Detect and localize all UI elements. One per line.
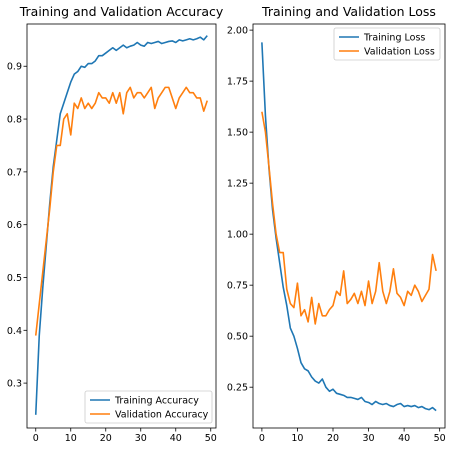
loss-x-tick-label: 50 [434, 433, 446, 444]
accuracy-y-tick-label: 0.6 [7, 220, 22, 231]
accuracy-x-tick-label: 50 [205, 433, 217, 444]
accuracy-x-tick-label: 0 [33, 433, 39, 444]
loss-axis-ticks: 0 10 20 30 40 50 0.25 0.50 0.75 1.00 1.25 1.50 1.75 2… [227, 26, 446, 444]
legend-label-training-loss: Training Loss [363, 33, 425, 44]
legend-label-validation-accuracy: Validation Accuracy [115, 410, 209, 421]
loss-x-tick-label: 20 [327, 433, 339, 444]
loss-y-tick-label: 1.75 [227, 77, 248, 88]
accuracy-chart-title: Training and Validation Accuracy [19, 4, 224, 19]
series-line-training-accuracy [34, 35, 208, 415]
loss-y-tick-label: 0.25 [227, 383, 248, 394]
accuracy-y-tick-label: 0.7 [7, 167, 22, 178]
loss-plot-frame [252, 23, 446, 429]
legend-label-training-accuracy: Training Accuracy [114, 396, 199, 407]
accuracy-x-tick-label: 10 [65, 433, 77, 444]
loss-legend-box [333, 27, 441, 61]
accuracy-legend-box [84, 390, 213, 424]
accuracy-legend: Training Accuracy Validation Accuracy [84, 390, 213, 424]
loss-chart-title: Training and Validation Loss [261, 4, 436, 19]
accuracy-y-tick-label: 0.4 [7, 326, 22, 337]
accuracy-y-tick-label: 0.8 [7, 115, 22, 126]
accuracy-plot-lines [34, 35, 209, 415]
series-line-training-loss [261, 42, 437, 412]
loss-y-tick-label: 1.00 [227, 230, 248, 241]
loss-y-tick-label: 2.00 [227, 26, 248, 37]
accuracy-y-tick-label: 0.9 [7, 62, 22, 73]
series-line-validation-accuracy [34, 86, 209, 336]
loss-y-tick-label: 0.50 [227, 332, 248, 343]
accuracy-x-tick-label: 30 [135, 433, 147, 444]
loss-chart: Training and Validation Loss 0 10 20 30 40 50… [227, 4, 446, 444]
accuracy-x-tick-label: 20 [100, 433, 112, 444]
accuracy-chart: Training and Validation Accuracy 0 10 20 30… [7, 4, 224, 444]
loss-y-tick-label: 1.25 [227, 179, 248, 190]
loss-x-tick-label: 10 [291, 433, 303, 444]
legend-label-validation-loss: Validation Loss [364, 47, 435, 58]
loss-x-tick-label: 40 [398, 433, 410, 444]
accuracy-axis-ticks: 0 10 20 30 40 50 0.3 0.4 0.5 0.6 0.7 0.8 0.9 [7, 62, 217, 444]
accuracy-y-tick-label: 0.3 [7, 379, 22, 390]
accuracy-plot-frame [26, 23, 217, 429]
loss-x-tick-label: 30 [363, 433, 375, 444]
loss-x-tick-label: 0 [259, 433, 265, 444]
loss-legend: Training Loss Validation Loss [333, 27, 441, 61]
loss-y-tick-label: 1.50 [227, 128, 248, 139]
series-line-validation-loss [261, 111, 437, 325]
loss-y-tick-label: 0.75 [227, 281, 248, 292]
loss-plot-lines [261, 42, 437, 412]
accuracy-x-tick-label: 40 [170, 433, 182, 444]
accuracy-y-tick-label: 0.5 [7, 273, 22, 284]
